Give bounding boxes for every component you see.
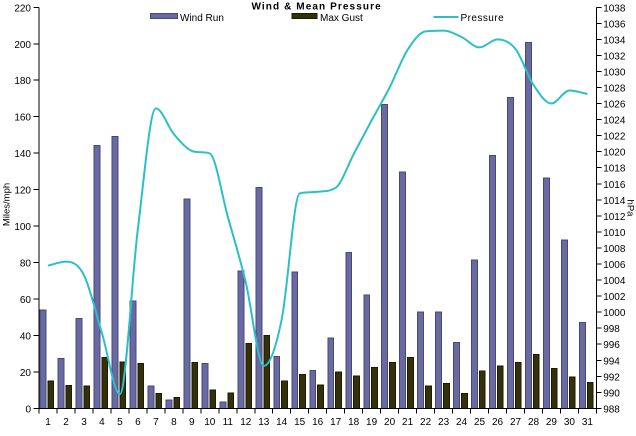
svg-text:1006: 1006 xyxy=(603,260,626,271)
svg-text:1024: 1024 xyxy=(603,116,626,127)
svg-text:14: 14 xyxy=(276,417,288,428)
svg-text:Max Gust: Max Gust xyxy=(320,13,363,24)
svg-text:1000: 1000 xyxy=(603,308,626,319)
svg-text:1010: 1010 xyxy=(603,228,626,239)
svg-text:hPa: hPa xyxy=(625,200,636,218)
svg-text:Wind & Mean Pressure: Wind & Mean Pressure xyxy=(251,2,381,13)
svg-text:160: 160 xyxy=(14,113,31,124)
svg-text:100: 100 xyxy=(14,222,31,233)
svg-text:1028: 1028 xyxy=(603,84,626,95)
svg-text:1014: 1014 xyxy=(603,196,626,207)
svg-text:17: 17 xyxy=(330,417,342,428)
svg-text:27: 27 xyxy=(510,417,522,428)
svg-text:8: 8 xyxy=(171,417,177,428)
svg-text:2: 2 xyxy=(63,417,69,428)
svg-text:23: 23 xyxy=(438,417,450,428)
svg-text:Wind Run: Wind Run xyxy=(180,13,224,24)
svg-text:1022: 1022 xyxy=(603,132,626,143)
svg-text:6: 6 xyxy=(135,417,141,428)
svg-text:29: 29 xyxy=(546,417,558,428)
svg-text:11: 11 xyxy=(223,417,234,428)
svg-text:16: 16 xyxy=(312,417,324,428)
svg-text:7: 7 xyxy=(153,417,159,428)
svg-text:Miles/mph: Miles/mph xyxy=(1,183,12,226)
svg-text:220: 220 xyxy=(14,3,31,14)
svg-text:20: 20 xyxy=(20,368,32,379)
svg-text:15: 15 xyxy=(294,417,306,428)
svg-text:1026: 1026 xyxy=(603,100,626,111)
svg-text:40: 40 xyxy=(20,332,32,343)
svg-text:60: 60 xyxy=(20,295,32,306)
svg-text:1: 1 xyxy=(45,417,51,428)
svg-text:1034: 1034 xyxy=(603,35,626,46)
svg-text:28: 28 xyxy=(528,417,540,428)
svg-text:996: 996 xyxy=(603,340,620,351)
svg-text:30: 30 xyxy=(564,417,576,428)
svg-text:120: 120 xyxy=(14,186,31,197)
svg-text:80: 80 xyxy=(20,259,32,270)
svg-text:31: 31 xyxy=(582,417,594,428)
svg-text:0: 0 xyxy=(25,404,31,415)
svg-text:24: 24 xyxy=(456,417,468,428)
svg-text:998: 998 xyxy=(603,324,620,335)
svg-text:13: 13 xyxy=(258,417,270,428)
svg-text:988: 988 xyxy=(603,404,620,415)
svg-text:4: 4 xyxy=(99,417,105,428)
svg-text:19: 19 xyxy=(366,417,378,428)
svg-text:990: 990 xyxy=(603,388,620,399)
svg-text:9: 9 xyxy=(189,417,195,428)
svg-text:18: 18 xyxy=(348,417,360,428)
svg-text:1036: 1036 xyxy=(603,19,626,30)
svg-text:1016: 1016 xyxy=(603,180,626,191)
svg-text:1008: 1008 xyxy=(603,244,626,255)
svg-text:Pressure: Pressure xyxy=(461,13,505,24)
svg-text:1018: 1018 xyxy=(603,164,626,175)
svg-text:5: 5 xyxy=(117,417,123,428)
svg-text:21: 21 xyxy=(402,417,414,428)
svg-text:12: 12 xyxy=(240,417,252,428)
svg-text:22: 22 xyxy=(420,417,432,428)
svg-text:10: 10 xyxy=(204,417,216,428)
svg-text:20: 20 xyxy=(384,417,396,428)
svg-text:1038: 1038 xyxy=(603,3,626,14)
svg-text:1012: 1012 xyxy=(603,212,626,223)
svg-text:140: 140 xyxy=(14,149,31,160)
svg-text:180: 180 xyxy=(14,76,31,87)
svg-text:1030: 1030 xyxy=(603,68,626,79)
svg-text:200: 200 xyxy=(14,40,31,51)
svg-text:1032: 1032 xyxy=(603,51,626,62)
svg-text:25: 25 xyxy=(474,417,486,428)
svg-text:994: 994 xyxy=(603,356,620,367)
svg-text:3: 3 xyxy=(81,417,87,428)
svg-text:1004: 1004 xyxy=(603,276,626,287)
svg-text:1002: 1002 xyxy=(603,292,626,303)
svg-text:1020: 1020 xyxy=(603,148,626,159)
svg-text:26: 26 xyxy=(492,417,504,428)
svg-text:992: 992 xyxy=(603,372,620,383)
